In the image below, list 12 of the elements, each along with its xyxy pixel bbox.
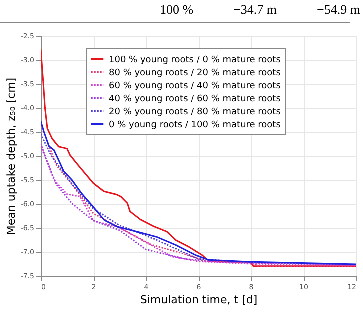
text: −34.7 m: [234, 2, 278, 19]
y-axis-title: Mean uptake depth, z₅₀ [cm]: [4, 78, 18, 236]
x-axis-title: Simulation time, t [d]: [140, 294, 258, 306]
legend-label: 80 % young roots / 20 % mature roots: [109, 68, 282, 78]
legend-label: 20 % young roots / 80 % mature roots: [109, 108, 282, 118]
text: −54.9 m: [317, 2, 360, 19]
legend-label: 0 % young roots / 100 % mature roots: [109, 120, 282, 130]
legend-label: 40 % young roots / 60 % mature roots: [109, 94, 282, 104]
legend-label: 100 % young roots / 0 % mature roots: [109, 56, 282, 66]
legend-label: 60 % young roots / 40 % mature roots: [109, 82, 282, 92]
text: 100 %: [160, 2, 194, 19]
line-series: [41, 48, 356, 268]
